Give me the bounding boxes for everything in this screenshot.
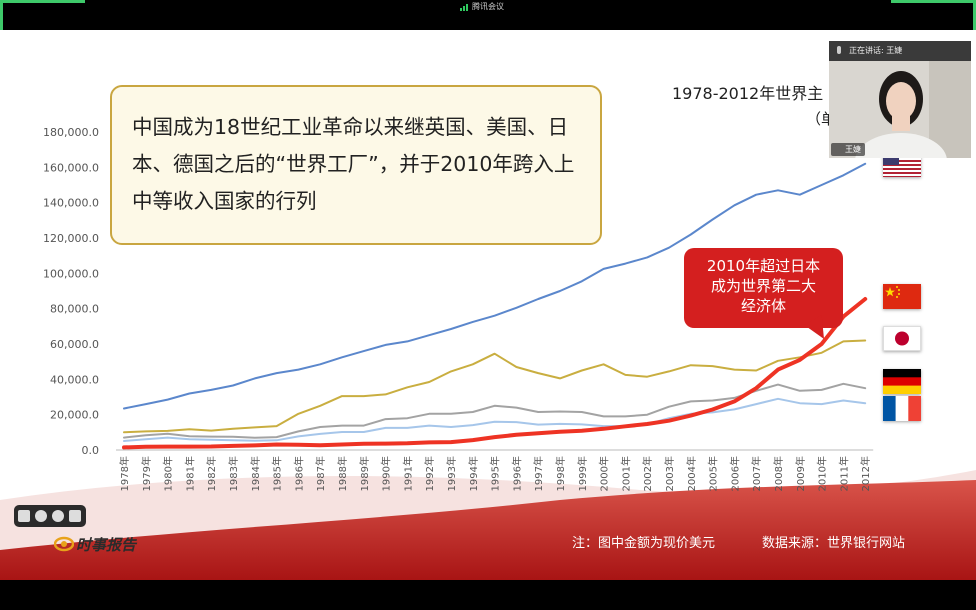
- gdp-line-chart: 0.0 20,000.0 40,000.0 60,000.0 80,000.0 100,0…: [0, 126, 976, 580]
- y-tick-label: 160,000.0: [43, 161, 99, 174]
- china-flag-icon: [883, 284, 921, 309]
- annotation-bubble: 2010年超过日本 成为世界第二大 经济体: [684, 248, 843, 328]
- speaker-video-panel[interactable]: 正在讲话: 王婕 王婕: [829, 41, 971, 158]
- x-tick-label: 1989年: [358, 456, 371, 491]
- emoji-icon[interactable]: [52, 510, 64, 522]
- speaker-name-tag: 王婕: [831, 143, 865, 156]
- callout-text-box: 中国成为18世纪工业革命以来继英国、美国、日本、德国之后的“世界工厂”，并于20…: [110, 85, 602, 245]
- x-tick-label: 2008年: [772, 456, 785, 491]
- decor-wave-red: [0, 480, 976, 580]
- x-tick-label: 2001年: [619, 456, 632, 491]
- x-tick-label: 1996年: [510, 456, 523, 491]
- signal-strength-icon: [460, 4, 470, 11]
- x-tick-label: 1986年: [292, 456, 305, 491]
- x-tick-label: 1992年: [423, 456, 436, 491]
- speaker-video-frame: [829, 61, 971, 158]
- y-tick-label: 120,000.0: [43, 232, 99, 245]
- x-tick-label: 2006年: [728, 456, 741, 491]
- x-tick-label: 1991年: [401, 456, 414, 491]
- annotation-line-3: 经济体: [740, 297, 786, 315]
- x-tick-label: 1993年: [445, 456, 458, 491]
- x-tick-label: 1990年: [380, 456, 393, 491]
- grid-view-icon[interactable]: [18, 510, 30, 522]
- meeting-app-title: 腾讯会议: [472, 2, 504, 11]
- shared-slide: 0.0 20,000.0 40,000.0 60,000.0 80,000.0 100,0…: [0, 30, 976, 580]
- x-tick-label: 2010年: [816, 456, 829, 491]
- y-tick-label: 100,000.0: [43, 267, 99, 280]
- video-status-bar: 正在讲话: 王婕: [829, 41, 971, 61]
- x-tick-label: 1982年: [205, 456, 218, 491]
- x-tick-label: 1983年: [227, 456, 240, 491]
- x-tick-label: 1984年: [249, 456, 262, 491]
- series-line-germany: [123, 382, 867, 439]
- brand-logo-text: 时事报告: [76, 536, 137, 554]
- annotation-line-1: 2010年超过日本: [706, 257, 821, 275]
- chart-unit-label: （单: [806, 110, 837, 128]
- y-tick-label: 60,000.0: [50, 338, 99, 351]
- france-flag-icon: [883, 396, 921, 421]
- speaking-label: 正在讲话: 王婕: [849, 46, 903, 55]
- x-tick-label: 2005年: [707, 456, 720, 491]
- x-tick-label: 2000年: [598, 456, 611, 491]
- x-tick-label: 1999年: [576, 456, 589, 491]
- x-tick-label: 1978年: [118, 456, 131, 491]
- x-tick-label: 2009年: [794, 456, 807, 491]
- x-tick-label: 1994年: [467, 456, 480, 491]
- x-tick-label: 1995年: [489, 456, 502, 491]
- y-tick-label: 40,000.0: [50, 373, 99, 386]
- y-tick-label: 0.0: [82, 444, 100, 457]
- floating-toolbar[interactable]: [14, 505, 86, 527]
- brand-eye-icon: [53, 536, 75, 552]
- x-tick-label: 2004年: [685, 456, 698, 491]
- window-corner-top-left: [0, 0, 85, 3]
- window-corner-top-right: [891, 0, 976, 3]
- y-tick-label: 20,000.0: [50, 409, 99, 422]
- x-tick-label: 1980年: [162, 456, 175, 491]
- record-icon[interactable]: [35, 510, 47, 522]
- brand-logo: 时事报告: [53, 534, 154, 554]
- y-tick-label: 80,000.0: [50, 303, 99, 316]
- series-line-usa: [123, 162, 867, 410]
- chat-icon[interactable]: [69, 510, 81, 522]
- footer-note: 注：图中金额为现价美元: [572, 536, 716, 551]
- meeting-bottom-bar: [0, 580, 976, 610]
- germany-flag-icon: [883, 369, 921, 394]
- japan-flag-icon: [883, 326, 921, 351]
- y-tick-label: 140,000.0: [43, 197, 99, 210]
- x-tick-label: 1979年: [140, 456, 153, 491]
- x-tick-label: 1998年: [554, 456, 567, 491]
- y-tick-label: 180,000.0: [43, 126, 99, 139]
- x-tick-label: 1987年: [314, 456, 327, 491]
- x-tick-label: 1981年: [183, 456, 196, 491]
- footer-source: 数据来源：世界银行网站: [762, 536, 906, 551]
- microphone-icon: [837, 46, 841, 54]
- meeting-top-bar: 腾讯会议: [0, 0, 976, 14]
- series-line-japan: [123, 339, 867, 434]
- x-tick-label: 1985年: [271, 456, 284, 491]
- annotation-line-2: 成为世界第二大: [710, 277, 816, 295]
- x-tick-label: 1997年: [532, 456, 545, 491]
- x-tick-label: 1988年: [336, 456, 349, 491]
- x-tick-label: 2002年: [641, 456, 654, 491]
- chart-title: 1978-2012年世界主: [672, 84, 824, 103]
- series-line-france: [123, 397, 867, 442]
- x-tick-label: 2011年: [837, 456, 850, 491]
- x-tick-label: 2007年: [750, 456, 763, 491]
- series-line-china: [122, 297, 868, 450]
- x-tick-label: 2003年: [663, 456, 676, 491]
- x-tick-label: 2012年: [859, 456, 872, 491]
